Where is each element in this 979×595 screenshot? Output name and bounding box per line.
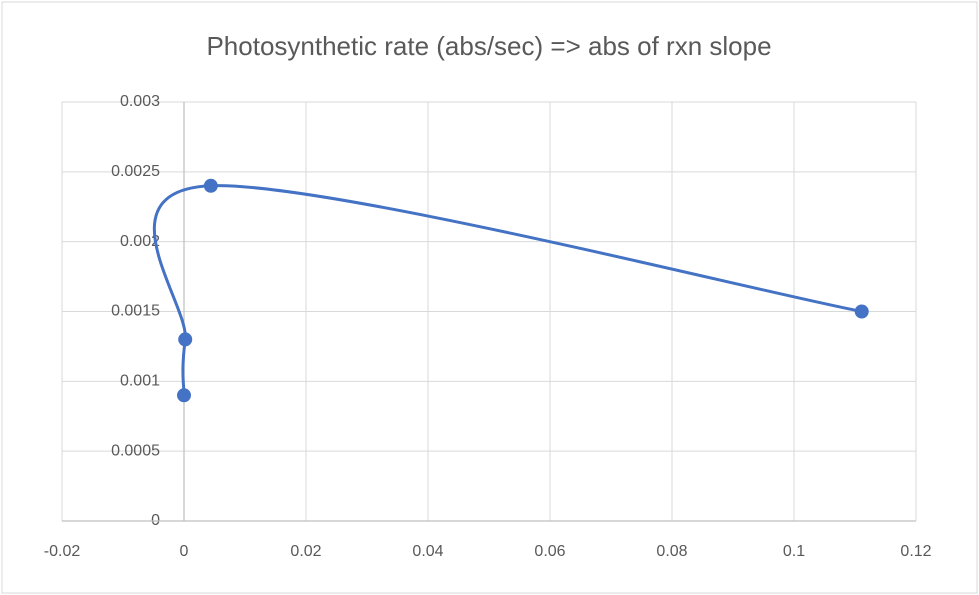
y-tick-label: 0.0015	[111, 303, 160, 320]
grid: 0 0.0005 0.001 0.0015 0.002 0.0025 0.003 -0.02 0…	[44, 93, 932, 560]
x-tick-label: 0.08	[656, 543, 687, 560]
y-tick-label: 0.0005	[111, 442, 160, 459]
chart-title: Photosynthetic rate (abs/sec) => abs of …	[206, 31, 771, 61]
x-tick-label: 0.02	[290, 543, 321, 560]
y-tick-label: 0.001	[120, 373, 160, 390]
data-point	[178, 332, 193, 347]
y-tick-label: 0.0025	[111, 163, 160, 180]
x-tick-label: 0.1	[783, 543, 805, 560]
y-tick-label: 0.002	[120, 233, 160, 250]
x-tick-label: 0.06	[534, 543, 565, 560]
x-tick-label: 0	[180, 543, 189, 560]
x-tick-label: 0.12	[900, 543, 931, 560]
data-point	[203, 178, 218, 193]
y-tick-label: 0.003	[120, 93, 160, 110]
data-point	[177, 388, 191, 403]
data-point	[854, 304, 869, 319]
x-tick-label: 0.04	[412, 543, 443, 560]
x-tick-label: -0.02	[44, 543, 81, 560]
plot	[152, 178, 869, 403]
